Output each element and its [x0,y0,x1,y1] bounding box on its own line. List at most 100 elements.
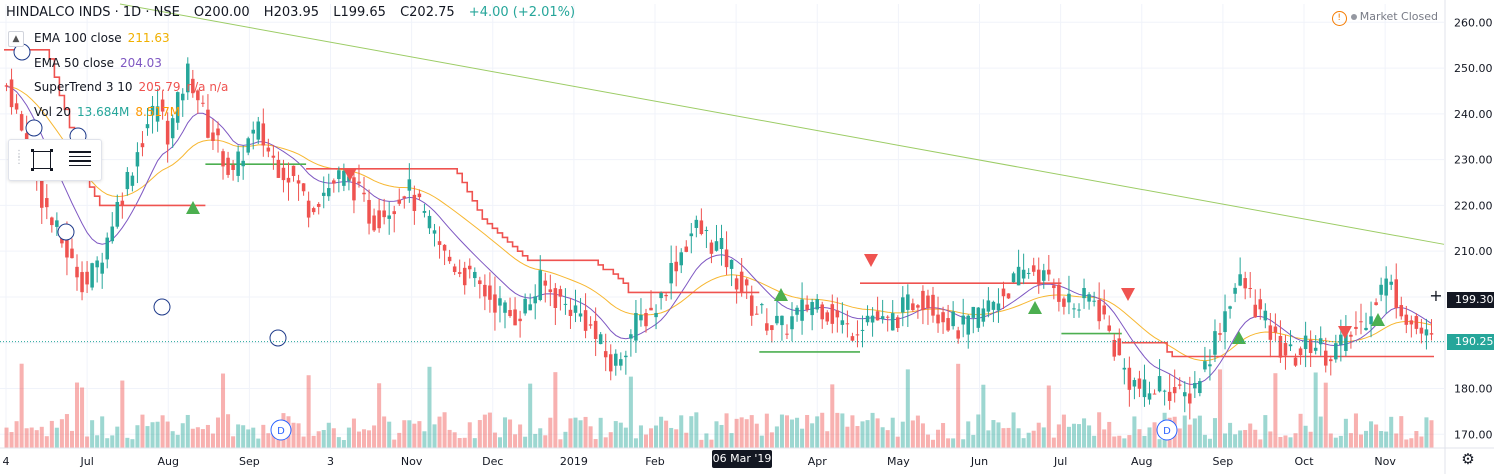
volume-bar [356,431,361,448]
volume-bar [1127,435,1132,448]
volume-bar [1006,427,1011,448]
candle-body [1253,304,1258,318]
volume-bar [170,431,175,448]
candle-body [1243,278,1247,289]
candle-body [1218,333,1222,335]
rectangle-tool-icon[interactable] [31,149,53,171]
volume-bar [90,420,95,448]
ohlc-low: L199.65 [333,5,386,20]
volume-bar [185,414,190,448]
y-tick-label: 240.00 [1454,108,1493,121]
volume-bar [1182,415,1187,448]
volume-bar [54,427,59,448]
volume-bar [508,419,513,448]
candle-body [639,314,643,321]
volume-bar [689,416,694,448]
indicator-name: SuperTrend 3 10 [34,80,133,94]
candle-body [598,334,603,345]
volume-bar [649,428,654,448]
candle-body [291,165,296,177]
candle-body [377,210,381,229]
candle-body [427,215,432,229]
candle-body [608,354,613,372]
symbol-title[interactable]: HINDALCO INDS · 1D · NSE [6,5,180,20]
volume-bar [407,420,412,448]
indicator-ema100[interactable]: EMA 100 close 211.63 [34,31,170,45]
candle-body [160,99,165,112]
volume-bar [538,428,543,448]
list-icon[interactable] [69,151,91,169]
candle-body [1399,305,1404,317]
candle-body [1077,309,1081,311]
volume-bar [1313,372,1318,448]
indicator-supertrend[interactable]: SuperTrend 3 10 205.79 n/a n/a [34,80,228,94]
status-dot-icon [1350,14,1357,20]
volume-bar [900,421,905,448]
candle-body [765,323,769,331]
candle-body [775,315,779,324]
volume-bar [1228,422,1233,448]
volume-bar [573,417,578,448]
volume-bar [850,415,855,448]
volume-bar [769,432,774,448]
candle-body [1404,314,1409,325]
candle-body [266,147,271,152]
candle-body [125,171,130,190]
candle-body [170,118,175,139]
volume-bar [472,438,477,448]
candle-body [956,330,960,339]
volume-bar [125,437,130,448]
volume-bar [311,435,316,448]
candle-body [588,324,593,326]
warning-icon[interactable]: ! [1331,11,1347,26]
gear-icon[interactable]: ⚙ [1461,450,1475,468]
add-crosshair-icon[interactable]: + [1429,286,1443,305]
volume-bar [115,426,120,448]
volume-bar [1061,414,1066,448]
volume-bar [1001,428,1006,448]
x-tick-label: 4 [3,455,10,468]
candle-body [729,259,734,269]
volume-bar [1217,369,1223,448]
candle-body [493,294,497,313]
volume-bar [1051,437,1056,448]
x-tick-label: Jul [1053,455,1067,468]
ohlc-close: C202.75 [400,5,455,20]
candle-body [1052,285,1056,289]
candle-body [553,288,558,308]
candle-body [1273,326,1278,333]
volume-bar [714,421,719,448]
volume-bar [1036,422,1041,448]
long-signal-icon [774,288,788,301]
candle-body [1344,326,1348,351]
volume-bar [1071,423,1076,448]
candle-body [1147,393,1152,400]
candle-body [674,261,678,272]
candle-body [563,303,568,305]
candles [4,57,1434,420]
candle-body [457,272,462,274]
collapse-legend-button[interactable]: ▲ [8,31,24,47]
volume-bar [497,437,502,448]
wave-marker [269,329,287,347]
volume-bar [145,426,150,448]
crosshair-price-badge: 199.30 [1447,292,1494,309]
volume-bar [598,417,603,448]
candle-body [1213,331,1217,355]
volume-bar [679,415,684,448]
indicator-ema50[interactable]: EMA 50 close 204.03 [34,56,162,70]
indicator-volume[interactable]: Vol 20 13.684M 8.517M [34,105,180,119]
volume-bar [64,414,69,448]
candle-body [1082,288,1086,299]
candle-body [911,303,915,311]
candle-body [1394,279,1398,309]
volume-bar [1323,382,1328,448]
candle-body [150,105,155,116]
candle-body [901,297,905,313]
candle-body [261,123,266,146]
x-tick-label: Apr [808,455,828,468]
candle-body [357,181,361,184]
candle-body [105,237,109,260]
drag-grip-icon[interactable]: ⋮ ⋮ [14,149,24,166]
